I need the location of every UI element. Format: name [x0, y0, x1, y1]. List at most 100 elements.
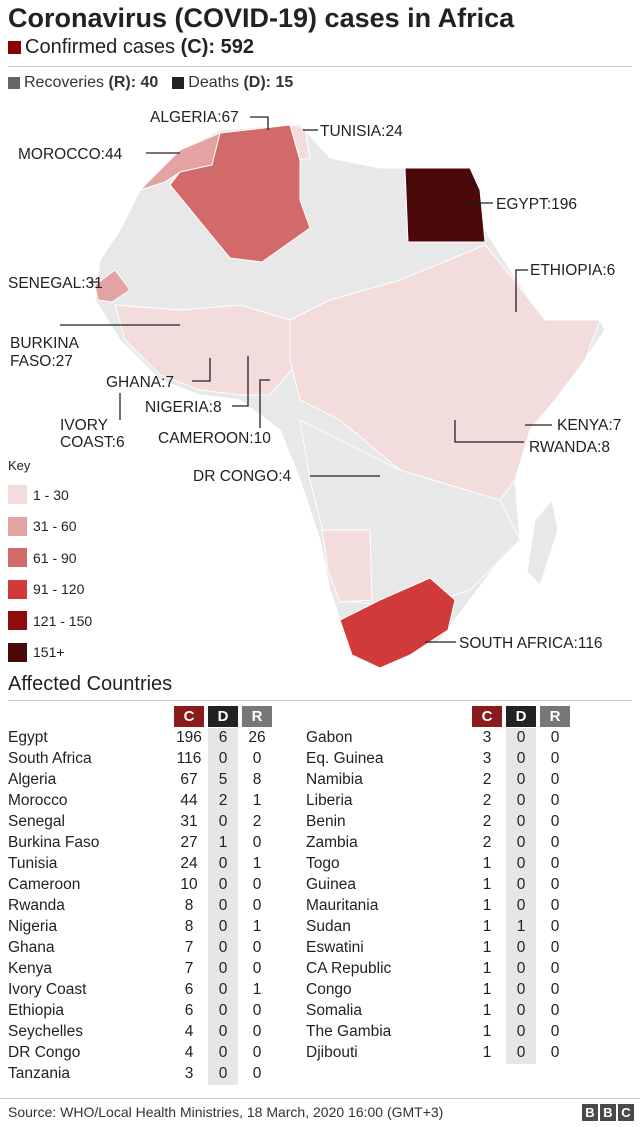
- value-c: 24: [180, 855, 198, 872]
- label-algeria: ALGERIA:67: [150, 109, 239, 126]
- value-r: 0: [550, 813, 560, 830]
- value-r: 0: [550, 834, 560, 851]
- value-d: 6: [218, 729, 228, 746]
- country-name: Djibouti: [306, 1044, 358, 1061]
- key-swatch: [8, 611, 27, 631]
- value-d: 0: [516, 897, 526, 914]
- value-c: 116: [176, 750, 202, 767]
- central-east-region: [289, 244, 601, 501]
- value-d: 0: [516, 834, 526, 851]
- label-dr-congo: DR CONGO:4: [193, 468, 292, 485]
- value-c: 1: [482, 918, 492, 935]
- key-item: 31 - 60: [8, 511, 92, 543]
- value-c: 27: [180, 834, 198, 851]
- country-name: Cameroon: [8, 876, 81, 893]
- value-r: 8: [252, 771, 262, 788]
- label-ivory-1: IVORY: [60, 417, 108, 434]
- value-c: 2: [482, 792, 492, 809]
- source-note: Source: WHO/Local Health Ministries, 18 …: [8, 1104, 444, 1120]
- value-c: 4: [184, 1023, 194, 1040]
- deaths-label: Deaths: [188, 74, 239, 91]
- madagascar-region: [526, 498, 559, 586]
- value-r: 0: [252, 939, 262, 956]
- value-c: 3: [184, 1065, 194, 1082]
- value-r: 0: [550, 792, 560, 809]
- key-label: 151+: [33, 644, 65, 661]
- key-label: 91 - 120: [33, 581, 85, 598]
- value-d: 0: [516, 1023, 526, 1040]
- value-c: 10: [180, 876, 198, 893]
- country-name: Sudan: [306, 918, 351, 935]
- logo-letter: B: [582, 1104, 598, 1121]
- west-africa-region: [114, 304, 301, 396]
- country-name: Namibia: [306, 771, 363, 788]
- country-name: Seychelles: [8, 1023, 83, 1040]
- south-africa-region: [339, 577, 456, 669]
- country-name: Kenya: [8, 960, 52, 977]
- value-r: 1: [252, 981, 262, 998]
- value-c: 2: [482, 813, 492, 830]
- key-swatch: [8, 548, 27, 568]
- country-name: Guinea: [306, 876, 356, 893]
- tunisia-region: [289, 124, 311, 161]
- label-ghana: GHANA:7: [106, 374, 174, 391]
- country-name: Nigeria: [8, 918, 58, 935]
- value-c: 1: [482, 876, 492, 893]
- key-item: 61 - 90: [8, 542, 92, 574]
- label-senegal: SENEGAL:31: [8, 275, 103, 292]
- namibia-region: [321, 529, 373, 603]
- value-r: 0: [550, 855, 560, 872]
- value-r: 0: [550, 981, 560, 998]
- key-label: 1 - 30: [33, 486, 69, 503]
- value-d: 0: [218, 750, 228, 767]
- bbc-logo: B B C: [582, 1104, 634, 1121]
- value-c: 1: [482, 1002, 492, 1019]
- value-r: 0: [550, 1002, 560, 1019]
- country-name: Somalia: [306, 1002, 362, 1019]
- value-r: 0: [550, 729, 560, 746]
- label-burkina-1: BURKINA: [10, 335, 80, 352]
- label-burkina-2: FASO:27: [10, 353, 73, 370]
- header-r: R: [242, 706, 272, 727]
- value-c: 196: [176, 729, 202, 746]
- value-r: 0: [550, 771, 560, 788]
- egypt-region: [404, 167, 486, 243]
- label-morocco: MOROCCO:44: [18, 146, 123, 163]
- key-swatch: [8, 642, 27, 662]
- value-d: 1: [516, 918, 526, 935]
- value-d: 0: [516, 855, 526, 872]
- leader-lines: [60, 116, 552, 643]
- value-c: 44: [180, 792, 198, 809]
- value-r: 0: [252, 834, 262, 851]
- country-name: Senegal: [8, 813, 65, 830]
- recoveries-deaths-summary: Recoveries (R): 40 Deaths (D): 15: [8, 74, 293, 92]
- country-name: Congo: [306, 981, 352, 998]
- country-name: Togo: [306, 855, 340, 872]
- country-name: Egypt: [8, 729, 48, 746]
- value-c: 4: [184, 1044, 194, 1061]
- value-r: 0: [252, 1002, 262, 1019]
- key-title: Key: [8, 458, 31, 473]
- value-c: 2: [482, 771, 492, 788]
- value-r: 1: [252, 918, 262, 935]
- value-r: 0: [550, 1044, 560, 1061]
- header-divider: [8, 66, 632, 67]
- key-swatch: [8, 579, 27, 599]
- value-r: 2: [252, 813, 262, 830]
- key-item: 1 - 30: [8, 479, 92, 511]
- country-name: DR Congo: [8, 1044, 81, 1061]
- confirmed-value: 592: [220, 36, 254, 58]
- logo-letter: B: [600, 1104, 616, 1121]
- value-r: 0: [252, 1044, 262, 1061]
- country-name: Benin: [306, 813, 346, 830]
- value-d: 0: [218, 981, 228, 998]
- value-r: 0: [252, 1023, 262, 1040]
- value-d: 0: [218, 855, 228, 872]
- key-label: 121 - 150: [33, 612, 93, 629]
- country-name: Burkina Faso: [8, 834, 100, 851]
- value-c: 3: [482, 729, 492, 746]
- value-d: 0: [218, 960, 228, 977]
- value-d: 0: [516, 813, 526, 830]
- value-c: 67: [180, 771, 198, 788]
- africa-map: ALGERIA:67 TUNISIA:24 MOROCCO:44 EGYPT:1…: [8, 109, 621, 669]
